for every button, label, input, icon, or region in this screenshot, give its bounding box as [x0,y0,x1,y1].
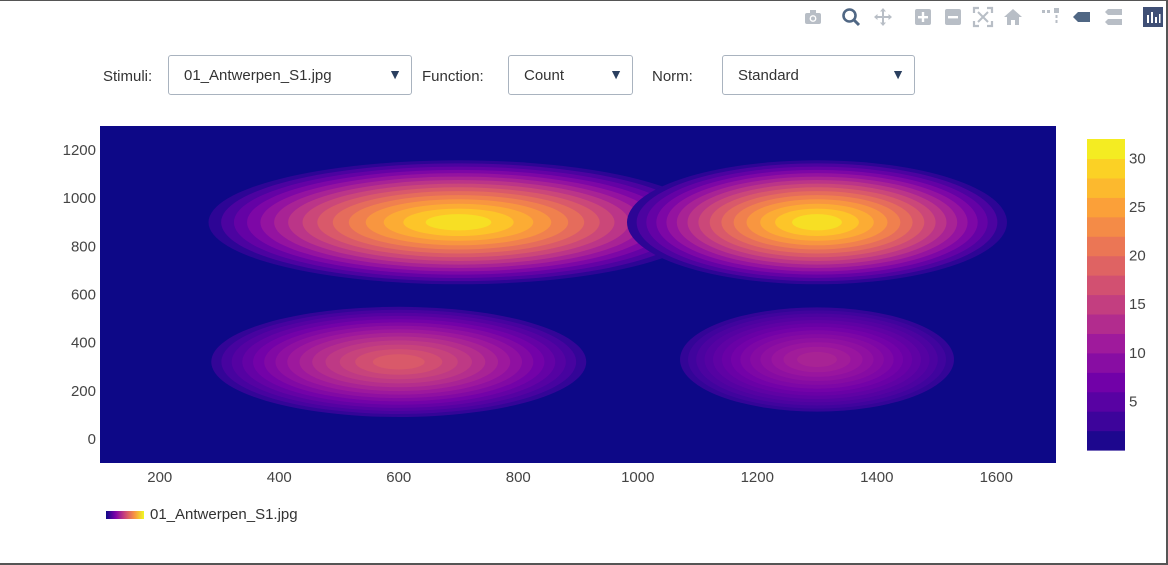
home-icon[interactable] [1002,6,1024,28]
colorbar-tick-label: 10 [1129,345,1146,362]
chevron-down-icon: ▼ [388,66,402,82]
x-axis: 200 400 600 800 1000 1200 1400 1600 [147,469,1013,486]
y-tick-label: 1000 [63,190,96,207]
frame-right-border [1166,0,1168,565]
y-tick-label: 1200 [63,142,96,159]
colorbar-ticks: 5 10 15 20 25 30 [1129,150,1146,410]
x-tick-label: 1400 [860,469,893,486]
zoom-icon[interactable] [840,6,862,28]
stimuli-label: Stimuli: [103,68,153,85]
colorbar-segment [1087,333,1125,354]
x-tick-label: 1000 [621,469,654,486]
y-tick-label: 0 [88,431,96,448]
colorbar-segment [1087,177,1125,198]
colorbar-segment [1087,139,1125,160]
colorbar-segment [1087,411,1125,432]
colorbar-segment [1087,158,1125,179]
colorbar-tick-label: 5 [1129,393,1137,410]
legend-label: 01_Antwerpen_S1.jpg [150,506,298,523]
colorbar-segment [1087,372,1125,393]
stimuli-dropdown[interactable]: 01_Antwerpen_S1.jpg ▼ [168,55,412,95]
colorbar-segment [1087,275,1125,296]
y-tick-label: 200 [71,383,96,400]
colorbar [1087,139,1125,451]
norm-value: Standard [738,67,799,84]
function-label: Function: [422,68,484,85]
norm-label: Norm: [652,68,693,85]
autoscale-icon[interactable] [972,6,994,28]
colorbar-tick-label: 20 [1129,248,1146,265]
zoom-out-icon[interactable] [942,6,964,28]
pan-icon[interactable] [872,6,894,28]
x-tick-label: 600 [386,469,411,486]
chevron-down-icon: ▼ [891,66,905,82]
x-tick-label: 800 [506,469,531,486]
contour-level [797,351,837,368]
x-tick-label: 400 [267,469,292,486]
zoom-in-icon[interactable] [912,6,934,28]
contour-level [372,354,425,370]
function-value: Count [524,67,565,84]
frame-bottom-border [0,563,1168,565]
stimuli-value: 01_Antwerpen_S1.jpg [184,67,332,84]
colorbar-segment [1087,430,1125,451]
y-axis: 0 200 400 600 800 1000 1200 [63,142,96,448]
colorbar-segment [1087,313,1125,334]
colorbar-segment [1087,352,1125,373]
plotly-logo-icon[interactable] [1142,6,1164,28]
norm-dropdown[interactable]: Standard ▼ [722,55,915,95]
frame-top-border [0,0,1168,1]
contour-level [792,214,842,231]
colorbar-segment [1087,197,1125,218]
y-tick-label: 400 [71,335,96,352]
colorbar-segment [1087,391,1125,412]
density-contours [208,160,1007,417]
contour-level [425,214,492,231]
filter-controls: Stimuli: 01_Antwerpen_S1.jpg ▼ Function:… [0,55,1000,99]
colorbar-segment [1087,236,1125,257]
y-tick-label: 600 [71,287,96,304]
hover-compare-icon[interactable] [1102,6,1124,28]
y-tick-label: 800 [71,238,96,255]
spike-lines-icon[interactable] [1040,6,1062,28]
legend-swatch [106,511,144,519]
camera-icon[interactable] [802,6,824,28]
chevron-down-icon: ▼ [609,66,623,82]
colorbar-tick-label: 15 [1129,296,1146,313]
colorbar-segment [1087,216,1125,237]
function-dropdown[interactable]: Count ▼ [508,55,633,95]
colorbar-segment [1087,294,1125,315]
colorbar-tick-label: 25 [1129,199,1146,216]
x-tick-label: 1600 [980,469,1013,486]
colorbar-tick-label: 30 [1129,150,1146,167]
hover-closest-icon[interactable] [1070,6,1092,28]
colorbar-segment [1087,255,1125,276]
x-tick-label: 1200 [741,469,774,486]
x-tick-label: 200 [147,469,172,486]
